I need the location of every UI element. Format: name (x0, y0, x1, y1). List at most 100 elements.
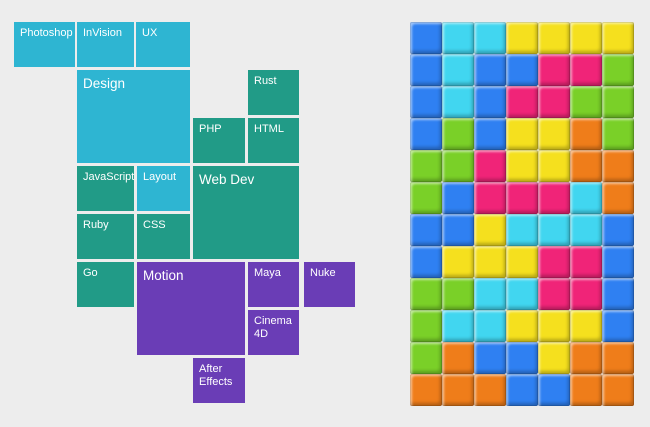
treemap-tile-rust: Rust (248, 70, 299, 115)
mosaic-tile-yellow (538, 22, 570, 54)
mosaic-tile-yellow (602, 22, 634, 54)
mosaic-tile-pink (570, 54, 602, 86)
mosaic-tile-blue (474, 54, 506, 86)
treemap-tile-photoshop: Photoshop (14, 22, 75, 67)
tile-label: After Effects (199, 363, 233, 388)
mosaic-tile-orange (410, 374, 442, 406)
treemap-tile-javascript: JavaScript (77, 166, 134, 211)
mosaic-tile-blue (474, 342, 506, 374)
mosaic-tile-blue (410, 118, 442, 150)
mosaic-tile-yellow (506, 150, 538, 182)
mosaic-tile-orange (570, 342, 602, 374)
mosaic-tile-cyan (442, 22, 474, 54)
mosaic-tile-orange (602, 342, 634, 374)
mosaic-tile-pink (538, 86, 570, 118)
mosaic-tile-orange (570, 150, 602, 182)
mosaic-tile-yellow (474, 214, 506, 246)
tile-label: Cinema 4D (254, 315, 292, 340)
mosaic-tile-green (410, 342, 442, 374)
mosaic-tile-pink (538, 182, 570, 214)
mosaic-tile-green (410, 278, 442, 310)
mosaic-tile-green (410, 310, 442, 342)
mosaic-tile-cyan (442, 310, 474, 342)
mosaic-tile-orange (602, 374, 634, 406)
mosaic-tile-orange (442, 342, 474, 374)
tile-label: Photoshop (20, 27, 73, 39)
mosaic-tile-green (602, 54, 634, 86)
mosaic-tile-pink (506, 86, 538, 118)
mosaic-tile-green (442, 118, 474, 150)
mosaic-tile-blue (442, 214, 474, 246)
mosaic-tile-yellow (442, 246, 474, 278)
mosaic-tile-yellow (538, 310, 570, 342)
skills-treemap: Photoshop InVision UX Design Rust PHP HT… (14, 22, 355, 403)
treemap-tile-web-dev: Web Dev (193, 166, 299, 259)
mosaic-tile-cyan (442, 54, 474, 86)
mosaic-tile-green (442, 278, 474, 310)
mosaic-tile-green (410, 150, 442, 182)
mosaic-tile-yellow (570, 310, 602, 342)
mosaic-tile-blue (410, 22, 442, 54)
tile-label: Go (83, 267, 98, 279)
tile-label: Maya (254, 267, 281, 279)
mosaic-tile-orange (570, 374, 602, 406)
mosaic-tile-cyan (506, 278, 538, 310)
tile-label: Web Dev (199, 172, 255, 187)
tile-label: Ruby (83, 219, 109, 231)
mosaic-tile-cyan (570, 182, 602, 214)
treemap-tile-go: Go (77, 262, 134, 307)
tile-mosaic (410, 22, 634, 406)
mosaic-tile-blue (474, 86, 506, 118)
mosaic-tile-yellow (538, 342, 570, 374)
mosaic-tile-blue (506, 342, 538, 374)
mosaic-tile-orange (602, 182, 634, 214)
mosaic-tile-pink (474, 182, 506, 214)
tile-label: Rust (254, 75, 277, 87)
mosaic-tile-pink (538, 278, 570, 310)
mosaic-tile-cyan (442, 86, 474, 118)
mosaic-tile-yellow (570, 22, 602, 54)
mosaic-tile-yellow (506, 246, 538, 278)
mosaic-tile-yellow (538, 150, 570, 182)
treemap-tile-cinema-4d: Cinema 4D (248, 310, 299, 355)
mosaic-tile-green (442, 150, 474, 182)
mosaic-tile-cyan (474, 278, 506, 310)
treemap-tile-css: CSS (137, 214, 190, 259)
mosaic-tile-blue (602, 246, 634, 278)
mosaic-tile-yellow (506, 310, 538, 342)
tile-label: Nuke (310, 267, 336, 279)
tile-label: JavaScript (83, 171, 134, 183)
mosaic-tile-cyan (474, 22, 506, 54)
mosaic-tile-blue (442, 182, 474, 214)
mosaic-tile-pink (506, 182, 538, 214)
mosaic-tile-yellow (506, 118, 538, 150)
treemap-tile-design: Design (77, 70, 190, 163)
treemap-tile-after-effects: After Effects (193, 358, 245, 403)
tile-label: PHP (199, 123, 222, 135)
mosaic-tile-pink (538, 54, 570, 86)
mosaic-tile-blue (410, 54, 442, 86)
treemap-tile-html: HTML (248, 118, 299, 163)
mosaic-tile-green (570, 86, 602, 118)
mosaic-tile-pink (538, 246, 570, 278)
mosaic-tile-pink (570, 278, 602, 310)
treemap-tile-layout: Layout (137, 166, 190, 211)
mosaic-tile-blue (410, 86, 442, 118)
tile-label: CSS (143, 219, 166, 231)
mosaic-tile-yellow (506, 22, 538, 54)
treemap-tile-ruby: Ruby (77, 214, 134, 259)
mosaic-tile-blue (506, 54, 538, 86)
mosaic-tile-yellow (474, 246, 506, 278)
mosaic-tile-orange (442, 374, 474, 406)
treemap-tile-motion: Motion (137, 262, 245, 355)
tile-label: Layout (143, 171, 177, 183)
mosaic-tile-green (602, 118, 634, 150)
mosaic-tile-green (410, 182, 442, 214)
mosaic-tile-cyan (538, 214, 570, 246)
mosaic-tile-blue (506, 374, 538, 406)
tile-label: HTML (254, 123, 284, 135)
treemap-tile-maya: Maya (248, 262, 299, 307)
mosaic-tile-orange (602, 150, 634, 182)
mosaic-tile-orange (474, 374, 506, 406)
mosaic-tile-cyan (506, 214, 538, 246)
